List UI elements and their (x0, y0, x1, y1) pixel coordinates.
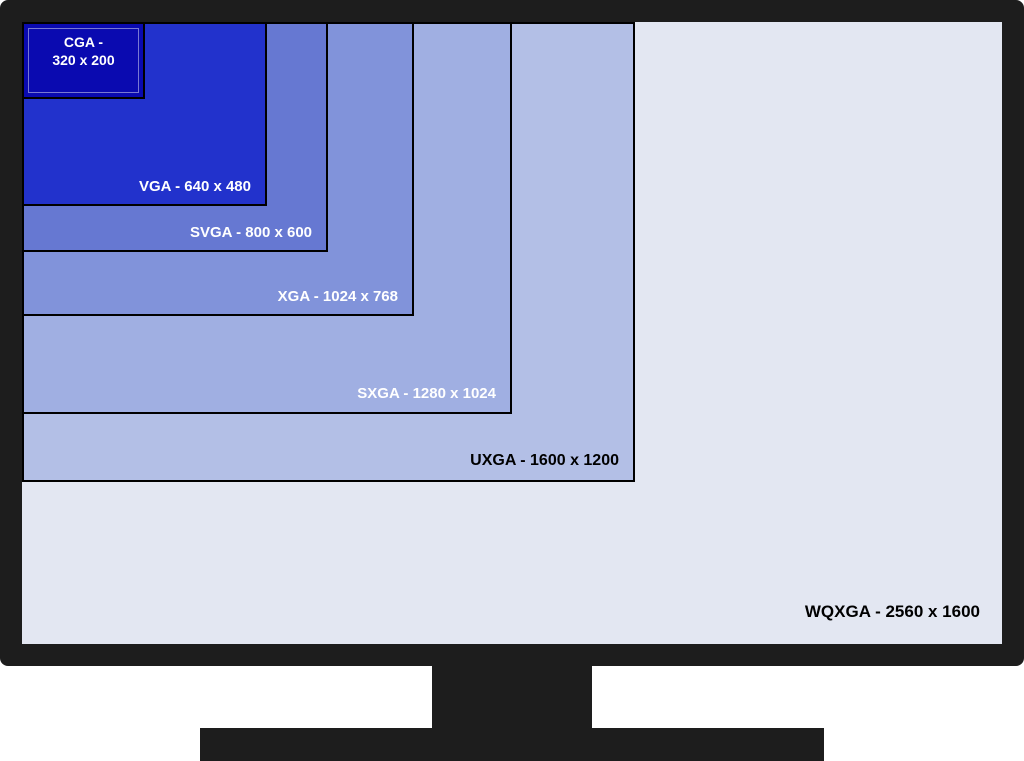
monitor-neck (432, 666, 592, 728)
resolution-label-wqxga: WQXGA - 2560 x 1600 (805, 602, 980, 622)
resolution-label-sxga: SXGA - 1280 x 1024 (357, 385, 496, 402)
resolution-box-cga: CGA - 320 x 200 (22, 22, 145, 99)
resolution-label-svga: SVGA - 800 x 600 (190, 224, 312, 241)
resolution-label-uxga: UXGA - 1600 x 1200 (470, 452, 619, 470)
resolution-label-xga: XGA - 1024 x 768 (278, 288, 398, 305)
resolution-diagram: WQXGA - 2560 x 1600 UXGA - 1600 x 1200 SXG… (0, 0, 1024, 761)
resolution-label-cga: CGA - 320 x 200 (52, 34, 114, 69)
resolution-label-vga: VGA - 640 x 480 (139, 178, 251, 195)
monitor-screen: WQXGA - 2560 x 1600 UXGA - 1600 x 1200 SXG… (22, 22, 1002, 644)
monitor-base (200, 728, 824, 761)
monitor-bezel: WQXGA - 2560 x 1600 UXGA - 1600 x 1200 SXG… (0, 0, 1024, 666)
